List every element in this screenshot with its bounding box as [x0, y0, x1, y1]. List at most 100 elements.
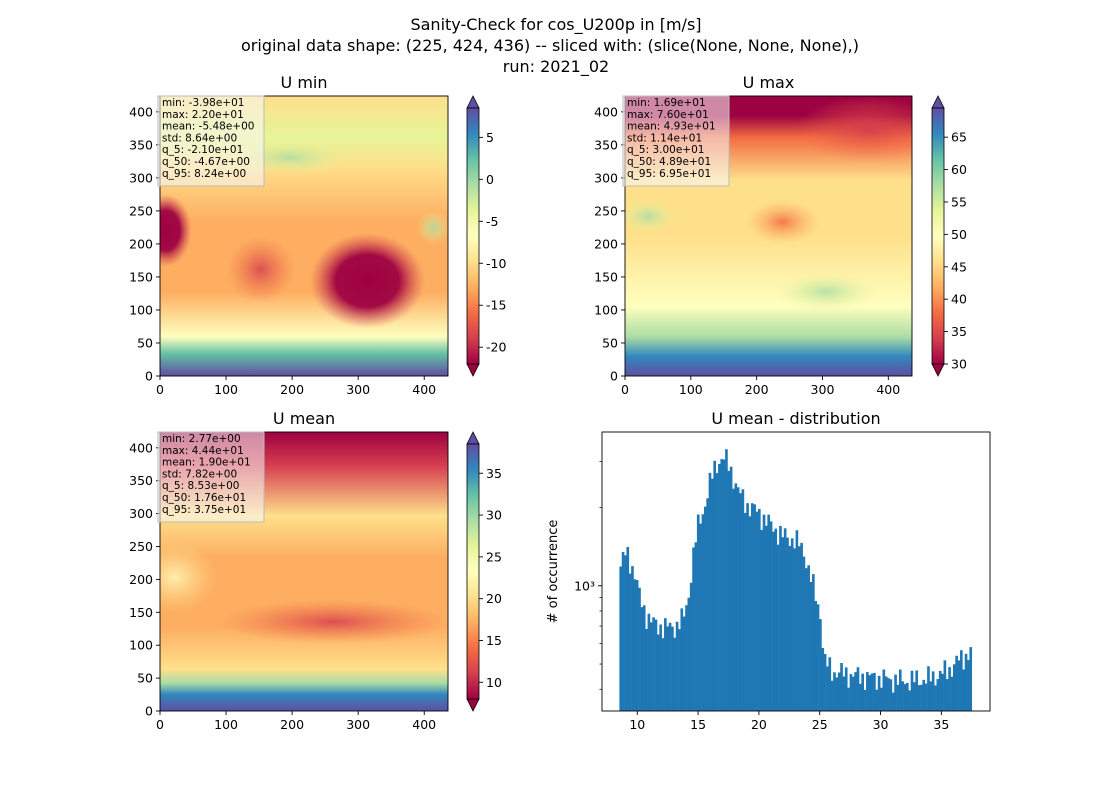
- histogram-bar: [680, 608, 684, 711]
- histogram-bar: [760, 529, 763, 711]
- u-mean-stat-2: mean: 1.90e+01: [162, 457, 251, 469]
- histogram-bar: [692, 547, 695, 711]
- figure-title-line-3: run: 2021_02: [503, 57, 609, 77]
- histogram-bar: [814, 601, 818, 711]
- histogram-bar: [725, 449, 728, 711]
- histogram-bar: [877, 675, 881, 711]
- u-max-colorbar-tick-30-label: 30: [951, 357, 967, 372]
- histogram-bar: [628, 573, 632, 711]
- u-mean-distribution-x-tick-20-label: 20: [751, 717, 767, 732]
- histogram-bar: [631, 566, 634, 711]
- u-min-title: U min: [281, 73, 328, 92]
- u-min-x-tick-200-label: 200: [280, 382, 304, 397]
- histogram-bar: [887, 678, 890, 711]
- u-mean-y-tick-300-label: 300: [129, 506, 153, 521]
- histogram-bar: [891, 692, 895, 711]
- u-min-colorbar-tick--10-label: -10: [486, 256, 506, 271]
- histogram-bar: [769, 521, 773, 711]
- u-mean-distribution-x-tick-15-label: 15: [690, 717, 706, 732]
- histogram-bar: [654, 619, 658, 711]
- u-max-colorbar-tick-45-label: 45: [951, 259, 967, 274]
- u-max-y-tick-300-label: 300: [594, 170, 618, 185]
- histogram-bar: [927, 666, 930, 711]
- histogram-bar: [884, 676, 888, 711]
- histogram-bar: [750, 503, 754, 711]
- u-mean-stat-6: q_95: 3.75e+01: [162, 504, 246, 516]
- u-max-colorbar-extend-min: [931, 363, 945, 377]
- u-max-green-south: [774, 272, 878, 312]
- u-min-colorbar-gradient: [466, 107, 480, 365]
- u-max-y-tick-350-label: 350: [594, 137, 618, 152]
- u-max-colorbar-gradient: [931, 107, 945, 365]
- histogram-bar: [812, 574, 815, 711]
- histogram-bar: [960, 650, 963, 711]
- u-min-colorbar: -20 -15 -10 -5 0 5: [466, 95, 506, 377]
- u-mean-y-tick-400-label: 400: [129, 440, 153, 455]
- u-max-x-tick-400-label: 400: [876, 382, 900, 397]
- histogram-bar: [715, 473, 719, 711]
- u-mean-colorbar-gradient: [466, 443, 480, 700]
- u-min-stat-0: min: -3.98e+01: [162, 97, 244, 109]
- histogram-bar: [861, 673, 864, 711]
- histogram-bar: [734, 483, 738, 711]
- histogram-bar: [696, 514, 700, 711]
- histogram-bar: [706, 498, 709, 711]
- histogram-bar: [863, 689, 867, 711]
- u-max-colorbar-tick-65-label: 65: [951, 130, 967, 145]
- u-max-colorbar-tick-35-label: 35: [951, 324, 967, 339]
- u-min-y-tick-100-label: 100: [129, 302, 153, 317]
- heatmap-u-mean: U mean 0 100 200 300 400 0 50 100 150 200 250 300 350…: [129, 409, 502, 732]
- histogram-bar: [917, 685, 921, 711]
- histogram-bar: [767, 514, 771, 711]
- u-min-stat-6: q_95: 8.24e+00: [162, 168, 246, 180]
- u-max-stat-3: std: 1.14e+01: [627, 132, 702, 144]
- u-mean-y-tick-250-label: 250: [129, 539, 153, 554]
- u-max-x-tick-0-label: 0: [621, 382, 629, 397]
- u-mean-stat-4: q_5: 8.53e+00: [162, 480, 239, 492]
- histogram-bar: [774, 528, 778, 711]
- u-min-green-east: [416, 210, 448, 245]
- histogram-bar: [866, 672, 869, 711]
- histogram-bar: [718, 463, 721, 711]
- histogram-bar: [800, 542, 803, 711]
- histogram-bar: [844, 667, 848, 711]
- u-mean-distribution-bars: [619, 449, 973, 711]
- u-max-stat-5: q_50: 4.89e+01: [627, 156, 711, 168]
- u-min-y-tick-250-label: 250: [129, 203, 153, 218]
- u-min-stat-2: mean: -5.48e+00: [162, 121, 254, 133]
- histogram-bar: [720, 459, 724, 711]
- u-max-colorbar-extend-max: [931, 95, 945, 109]
- histogram-bar: [908, 690, 911, 711]
- u-min-x-tick-300-label: 300: [346, 382, 370, 397]
- u-min-y-tick-200-label: 200: [129, 236, 153, 251]
- histogram-bar: [882, 669, 886, 711]
- histogram-bar: [727, 470, 731, 711]
- u-mean-y-tick-150-label: 150: [129, 605, 153, 620]
- histogram-bar: [849, 674, 853, 711]
- histogram-bar: [962, 669, 966, 711]
- histogram-bar: [898, 669, 902, 711]
- histogram-bar: [922, 679, 926, 711]
- u-max-x-tick-100-label: 100: [679, 382, 703, 397]
- histogram-bar: [920, 684, 923, 711]
- histogram-bar: [781, 537, 785, 711]
- u-max-y-tick-150-label: 150: [594, 269, 618, 284]
- u-min-y-tick-300-label: 300: [129, 170, 153, 185]
- histogram-bar: [807, 565, 810, 711]
- histogram-bar: [647, 613, 651, 711]
- u-mean-stats-box-frame: [157, 431, 265, 523]
- histogram-bar: [776, 544, 780, 711]
- u-min-frame: [159, 95, 449, 377]
- u-mean-orange-band: [217, 599, 448, 645]
- histogram-bar: [833, 672, 836, 711]
- u-mean-x-tick-200-label: 200: [280, 717, 304, 732]
- heatmap-u-max: U max 0 100 200 300 400 0 50 100 150 200 250 300 350 4…: [594, 73, 967, 397]
- u-mean-colorbar: 10 15 20 25 30 35: [466, 431, 502, 712]
- u-max-colorbar-tick-60-label: 60: [951, 162, 967, 177]
- histogram-bar: [837, 672, 841, 711]
- histogram-bar: [856, 667, 860, 711]
- u-mean-distribution-x-tick-35-label: 35: [933, 717, 949, 732]
- histogram-bar: [739, 493, 742, 711]
